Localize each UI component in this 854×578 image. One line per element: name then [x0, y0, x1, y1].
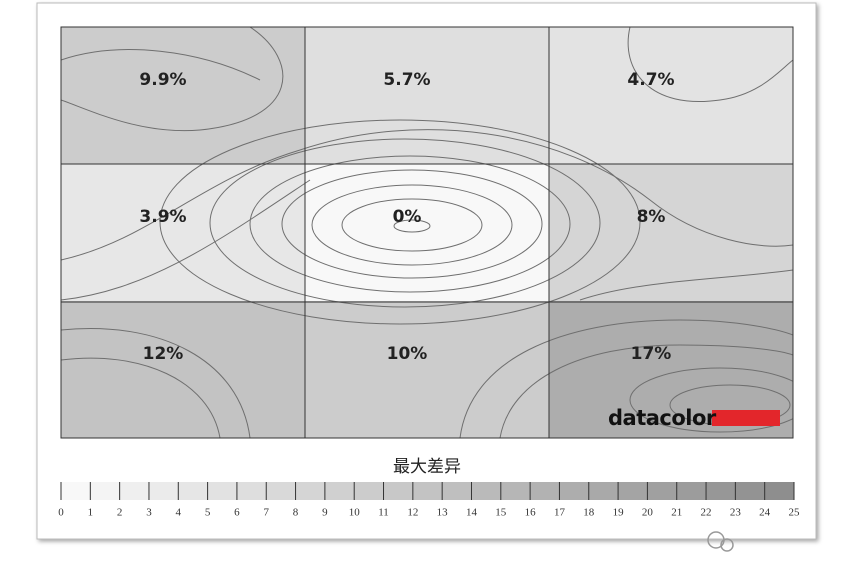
- colorbar-segment: [324, 482, 355, 500]
- cell: [305, 27, 549, 164]
- colorbar-segment: [500, 482, 531, 500]
- colorbar-segment: [647, 482, 677, 500]
- cell-label: 17%: [631, 344, 672, 364]
- colorbar-tick-label: 8: [293, 507, 299, 519]
- cell: [549, 164, 793, 301]
- colorbar-tick-label: 4: [176, 507, 182, 519]
- colorbar-tick-label: 23: [730, 507, 742, 519]
- colorbar-tick-label: 17: [554, 507, 566, 519]
- colorbar: 0 1 2 3 4 5 6 7 8 9 10 11 12 13 14 15 16 17 18 19 20 21 22 23 24…: [58, 482, 800, 519]
- colorbar-segment: [236, 482, 267, 500]
- logo: datacolor: [608, 406, 717, 430]
- colorbar-tick-label: 7: [263, 507, 269, 519]
- cell-label: 4.7%: [627, 70, 674, 90]
- colorbar-segment: [90, 482, 120, 500]
- colorbar-segment: [295, 482, 325, 500]
- colorbar-segment: [530, 482, 560, 500]
- colorbar-tick-label: 9: [322, 507, 328, 519]
- colorbar-segment: [412, 482, 443, 500]
- colorbar-tick-label: 12: [407, 507, 418, 519]
- colorbar-segment: [178, 482, 208, 500]
- colorbar-segment: [706, 482, 736, 500]
- colorbar-segment: [383, 482, 413, 500]
- cell-label: 8%: [637, 207, 666, 227]
- cell: [305, 301, 549, 438]
- colorbar-segment: [442, 482, 472, 500]
- colorbar-segment: [471, 482, 501, 500]
- colorbar-tick-label: 0: [58, 507, 64, 519]
- colorbar-tick-label: 13: [437, 507, 449, 519]
- colorbar-tick-label: 19: [613, 507, 625, 519]
- colorbar-segment: [266, 482, 296, 500]
- cell: [549, 27, 793, 164]
- colorbar-tick-label: 14: [466, 507, 478, 519]
- cell-borders: [60, 26, 794, 439]
- badge: [707, 531, 734, 552]
- colorbar-tick-label: 1: [88, 507, 94, 519]
- colorbar-tick-label: 11: [378, 507, 389, 519]
- colorbar-tick-label: 24: [759, 507, 771, 519]
- colorbar-segment: [764, 482, 794, 500]
- logo-bar: [712, 410, 780, 426]
- colorbar-segment: [676, 482, 707, 500]
- colorbar-segment: [119, 482, 149, 500]
- colorbar-segment: [207, 482, 237, 500]
- colorbar-segment: [588, 482, 619, 500]
- colorbar-title: 最大差异: [393, 457, 461, 477]
- colorbar-segment: [354, 482, 384, 500]
- colorbar-tick-label: 20: [642, 507, 654, 519]
- colorbar-segment: [559, 482, 589, 500]
- cell: [61, 164, 305, 301]
- colorbar-tick-label: 10: [349, 507, 361, 519]
- colorbar-segment: [61, 482, 91, 500]
- colorbar-segment: [148, 482, 179, 500]
- colorbar-tick-label: 5: [205, 507, 211, 519]
- colorbar-tick-label: 16: [525, 507, 537, 519]
- cell-label: 5.7%: [383, 70, 430, 90]
- cell-label: 10%: [387, 344, 428, 364]
- colorbar-tick-label: 6: [234, 507, 240, 519]
- cell-label: 12%: [143, 344, 184, 364]
- colorbar-segment: [735, 482, 765, 500]
- colorbar-tick-label: 22: [701, 507, 712, 519]
- cell: [61, 27, 305, 164]
- cell: [61, 301, 305, 438]
- colorbar-tick-label: 21: [671, 507, 682, 519]
- cell: [305, 164, 549, 301]
- colorbar-tick-label: 2: [117, 507, 123, 519]
- cells: [61, 27, 793, 438]
- cell-label: 9.9%: [139, 70, 186, 90]
- colorbar-tick-label: 15: [495, 507, 507, 519]
- colorbar-tick-label: 25: [789, 507, 801, 519]
- colorbar-tick-label: 3: [146, 507, 152, 519]
- colorbar-tick-label: 18: [583, 507, 595, 519]
- cell-label: 3.9%: [139, 207, 186, 227]
- contours: [61, 27, 793, 438]
- cell-label: 0%: [393, 207, 422, 227]
- colorbar-segment: [618, 482, 648, 500]
